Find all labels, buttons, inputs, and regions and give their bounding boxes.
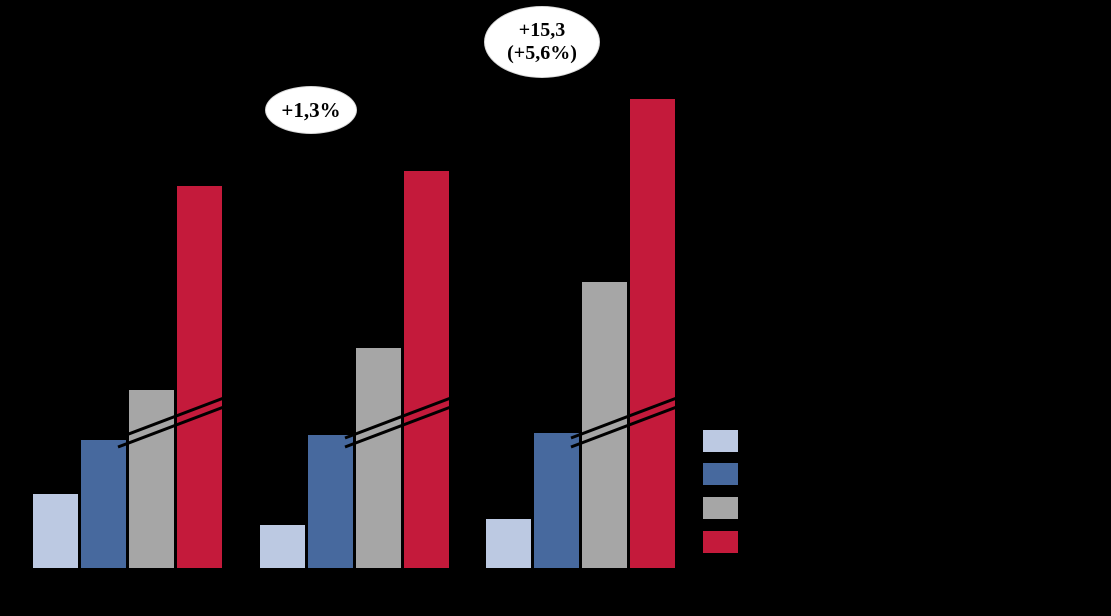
legend-swatch-gray bbox=[703, 497, 738, 519]
bar-series-2-darkblue-group1 bbox=[81, 440, 126, 568]
bar-series-1-lightblue-group2 bbox=[260, 525, 305, 568]
bar-series-3-gray-group1 bbox=[129, 390, 174, 568]
annotation-ellipse-1: +1,3% bbox=[265, 86, 357, 134]
bar-series-1-lightblue-group3 bbox=[486, 519, 531, 568]
annotation-text-line2: (+5,6%) bbox=[507, 42, 577, 64]
annotation-ellipse-2: +15,3 (+5,6%) bbox=[484, 6, 600, 78]
bar-series-4-red-group2 bbox=[404, 171, 449, 568]
bar-series-4-red-group1 bbox=[177, 186, 222, 568]
bar-series-1-lightblue-group1 bbox=[33, 494, 78, 568]
bar-series-3-gray-group2 bbox=[356, 348, 401, 568]
bar-series-4-red-group3 bbox=[630, 99, 675, 568]
bar-series-3-gray-group3 bbox=[582, 282, 627, 568]
annotation-text-line1: +15,3 bbox=[518, 19, 566, 41]
legend-swatch-lightblue bbox=[703, 430, 738, 452]
legend-swatch-red bbox=[703, 531, 738, 553]
annotation-text: +1,3% bbox=[281, 97, 341, 122]
legend-swatch-darkblue bbox=[703, 463, 738, 485]
bar-series-2-darkblue-group3 bbox=[534, 433, 579, 568]
bar-series-2-darkblue-group2 bbox=[308, 435, 353, 568]
